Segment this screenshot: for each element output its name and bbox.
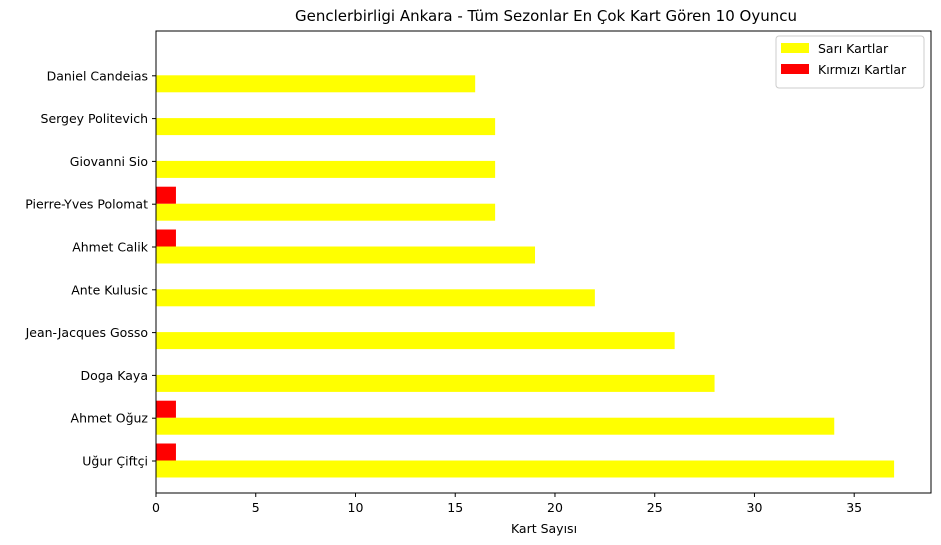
- plot-frame: [155, 30, 932, 494]
- y-tick-label: Jean-Jacques Gosso: [25, 325, 148, 340]
- y-tick-label: Ante Kulusic: [71, 282, 148, 297]
- x-tick-label: 30: [747, 500, 763, 515]
- bar-yellow-cards: [156, 75, 476, 93]
- bar-yellow-cards: [156, 332, 675, 350]
- chart-title: Genclerbirligi Ankara - Tüm Sezonlar En …: [295, 7, 797, 25]
- y-tick-label: Uğur Çiftçi: [82, 454, 148, 469]
- bar-yellow-cards: [156, 118, 496, 136]
- plot-area: Uğur Çiftçi Ahmet Oğuz Doga Kaya Jean-Jacqu…: [25, 68, 895, 515]
- y-tick-label: Sergey Politevich: [41, 111, 148, 126]
- bar-yellow-cards: [156, 460, 895, 478]
- x-tick-label: 5: [252, 500, 260, 515]
- x-tick-label: 10: [348, 500, 364, 515]
- bar-yellow-cards: [156, 374, 715, 392]
- y-tick-label: Daniel Candeias: [47, 68, 148, 83]
- y-tick-label: Doga Kaya: [80, 368, 148, 383]
- legend: Sarı Kartlar Kırmızı Kartlar: [775, 35, 925, 89]
- x-tick-label: 15: [447, 500, 463, 515]
- legend-entry-label: Kırmızı Kartlar: [818, 62, 907, 77]
- y-tick-label: Ahmet Calik: [72, 240, 149, 255]
- x-tick-label: 20: [547, 500, 563, 515]
- x-tick-label: 25: [647, 500, 663, 515]
- bar-yellow-cards: [156, 160, 496, 178]
- x-tick-label: 0: [152, 500, 160, 515]
- legend-entry-label: Sarı Kartlar: [818, 41, 889, 56]
- bar-yellow-cards: [156, 417, 835, 435]
- bar-red-cards: [156, 229, 176, 247]
- x-axis-label: Kart Sayısı: [511, 521, 577, 536]
- legend-frame: [775, 35, 925, 89]
- x-tick-label: 35: [846, 500, 862, 515]
- legend-swatch: [781, 43, 809, 53]
- y-tick-label: Ahmet Oğuz: [71, 411, 149, 426]
- bar-red-cards: [156, 186, 176, 204]
- legend-swatch: [781, 64, 809, 74]
- bar-red-cards: [156, 443, 176, 461]
- bar-yellow-cards: [156, 246, 536, 264]
- bar-red-cards: [156, 400, 176, 418]
- bar-yellow-cards: [156, 203, 496, 221]
- bar-yellow-cards: [156, 289, 595, 307]
- y-tick-label: Pierre-Yves Polomat: [25, 197, 148, 212]
- y-tick-label: Giovanni Sio: [70, 154, 148, 169]
